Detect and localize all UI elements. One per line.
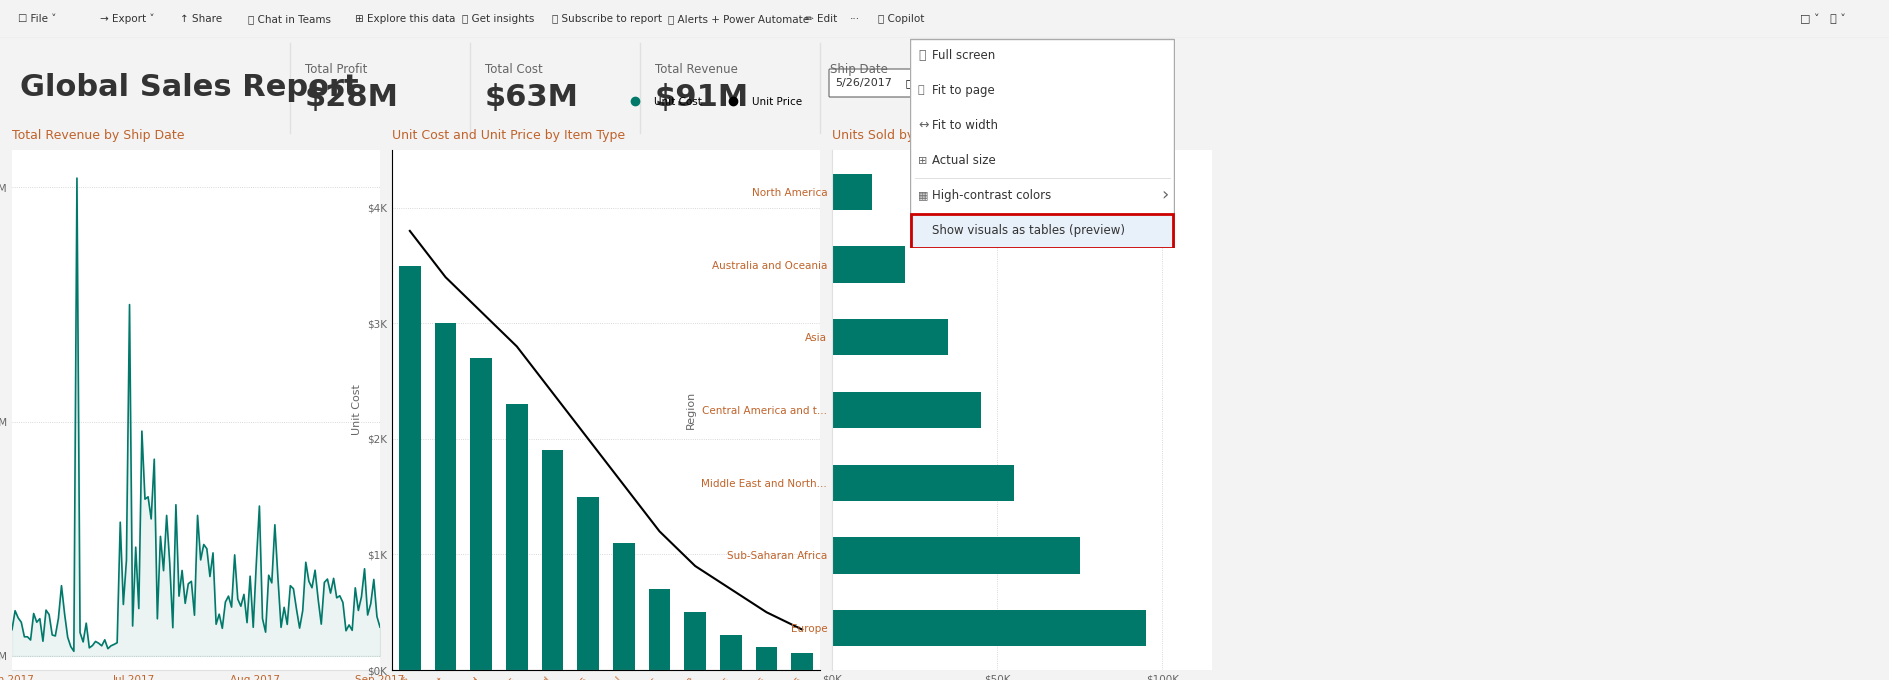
Text: ▦: ▦ — [918, 190, 927, 201]
Text: Fit to page: Fit to page — [931, 84, 994, 97]
Bar — [831, 392, 980, 428]
Legend: Unit Cost, Unit Price: Unit Cost, Unit Price — [620, 92, 807, 111]
FancyBboxPatch shape — [933, 69, 1024, 97]
Bar — [684, 612, 705, 670]
Text: 🤖 Copilot: 🤖 Copilot — [878, 14, 924, 24]
Text: Actual size: Actual size — [931, 154, 996, 167]
Text: 📅: 📅 — [905, 78, 910, 88]
Y-axis label: Region: Region — [686, 391, 695, 429]
Text: Unit Cost and Unit Price by Item Type: Unit Cost and Unit Price by Item Type — [391, 129, 625, 142]
Bar — [578, 496, 599, 670]
Text: ↔: ↔ — [918, 119, 927, 132]
Text: ☐ File ˅: ☐ File ˅ — [19, 14, 57, 24]
Bar — [831, 610, 1145, 647]
Text: ⊞: ⊞ — [918, 156, 927, 165]
Text: 💡 Get insights: 💡 Get insights — [461, 14, 535, 24]
Text: 📋 Subscribe to report: 📋 Subscribe to report — [552, 14, 661, 24]
Text: Global Sales Report: Global Sales Report — [21, 73, 359, 103]
Text: Units Sold by Region: Units Sold by Region — [831, 129, 962, 142]
Text: Fit to width: Fit to width — [931, 119, 997, 132]
Bar — [791, 653, 812, 670]
Y-axis label: Unit Cost: Unit Cost — [351, 385, 361, 435]
Bar — [399, 266, 421, 670]
Text: Total Revenue by Ship Date: Total Revenue by Ship Date — [11, 129, 185, 142]
Text: 9/3/2…: 9/3/2… — [939, 78, 979, 88]
Text: Ship Date: Ship Date — [829, 63, 888, 76]
Text: ↑ Share: ↑ Share — [179, 14, 223, 24]
Bar — [831, 173, 871, 210]
Bar — [434, 323, 455, 670]
Text: $63M: $63M — [485, 83, 578, 112]
Text: 📅: 📅 — [1011, 78, 1016, 88]
Text: ···: ··· — [850, 14, 859, 24]
Text: ⧇: ⧇ — [918, 86, 924, 95]
Text: ⊞ Explore this data: ⊞ Explore this data — [355, 14, 455, 24]
Bar — [831, 246, 905, 283]
Bar — [756, 647, 776, 670]
Bar — [720, 635, 740, 670]
Text: 5/26/2017: 5/26/2017 — [835, 78, 892, 88]
Bar — [542, 450, 563, 670]
Bar — [648, 589, 671, 670]
Text: → Export ˅: → Export ˅ — [100, 14, 155, 24]
Bar — [910, 214, 1173, 248]
Bar — [506, 404, 527, 670]
Text: ⤢: ⤢ — [918, 49, 926, 62]
Bar — [470, 358, 491, 670]
FancyBboxPatch shape — [829, 69, 918, 97]
Text: $91M: $91M — [655, 83, 748, 112]
Text: Total Revenue: Total Revenue — [655, 63, 737, 76]
Bar — [831, 537, 1079, 574]
Text: Full screen: Full screen — [931, 49, 996, 62]
Text: $28M: $28M — [304, 83, 399, 112]
Text: ✏ Edit: ✏ Edit — [805, 14, 837, 24]
Text: 🔔 Alerts + Power Automate: 🔔 Alerts + Power Automate — [667, 14, 808, 24]
Bar — [910, 214, 1173, 248]
Text: 🔵 Chat in Teams: 🔵 Chat in Teams — [247, 14, 331, 24]
Text: High-contrast colors: High-contrast colors — [931, 189, 1050, 202]
Text: Total Cost: Total Cost — [485, 63, 542, 76]
Text: Show visuals as tables (preview): Show visuals as tables (preview) — [931, 224, 1124, 237]
Text: □ ˅   ⧇ ˅: □ ˅ ⧇ ˅ — [1798, 14, 1846, 24]
Bar — [612, 543, 635, 670]
Bar — [831, 464, 1013, 501]
Bar — [831, 319, 946, 356]
Text: ›: › — [1160, 186, 1167, 205]
Text: Total Profit: Total Profit — [304, 63, 366, 76]
